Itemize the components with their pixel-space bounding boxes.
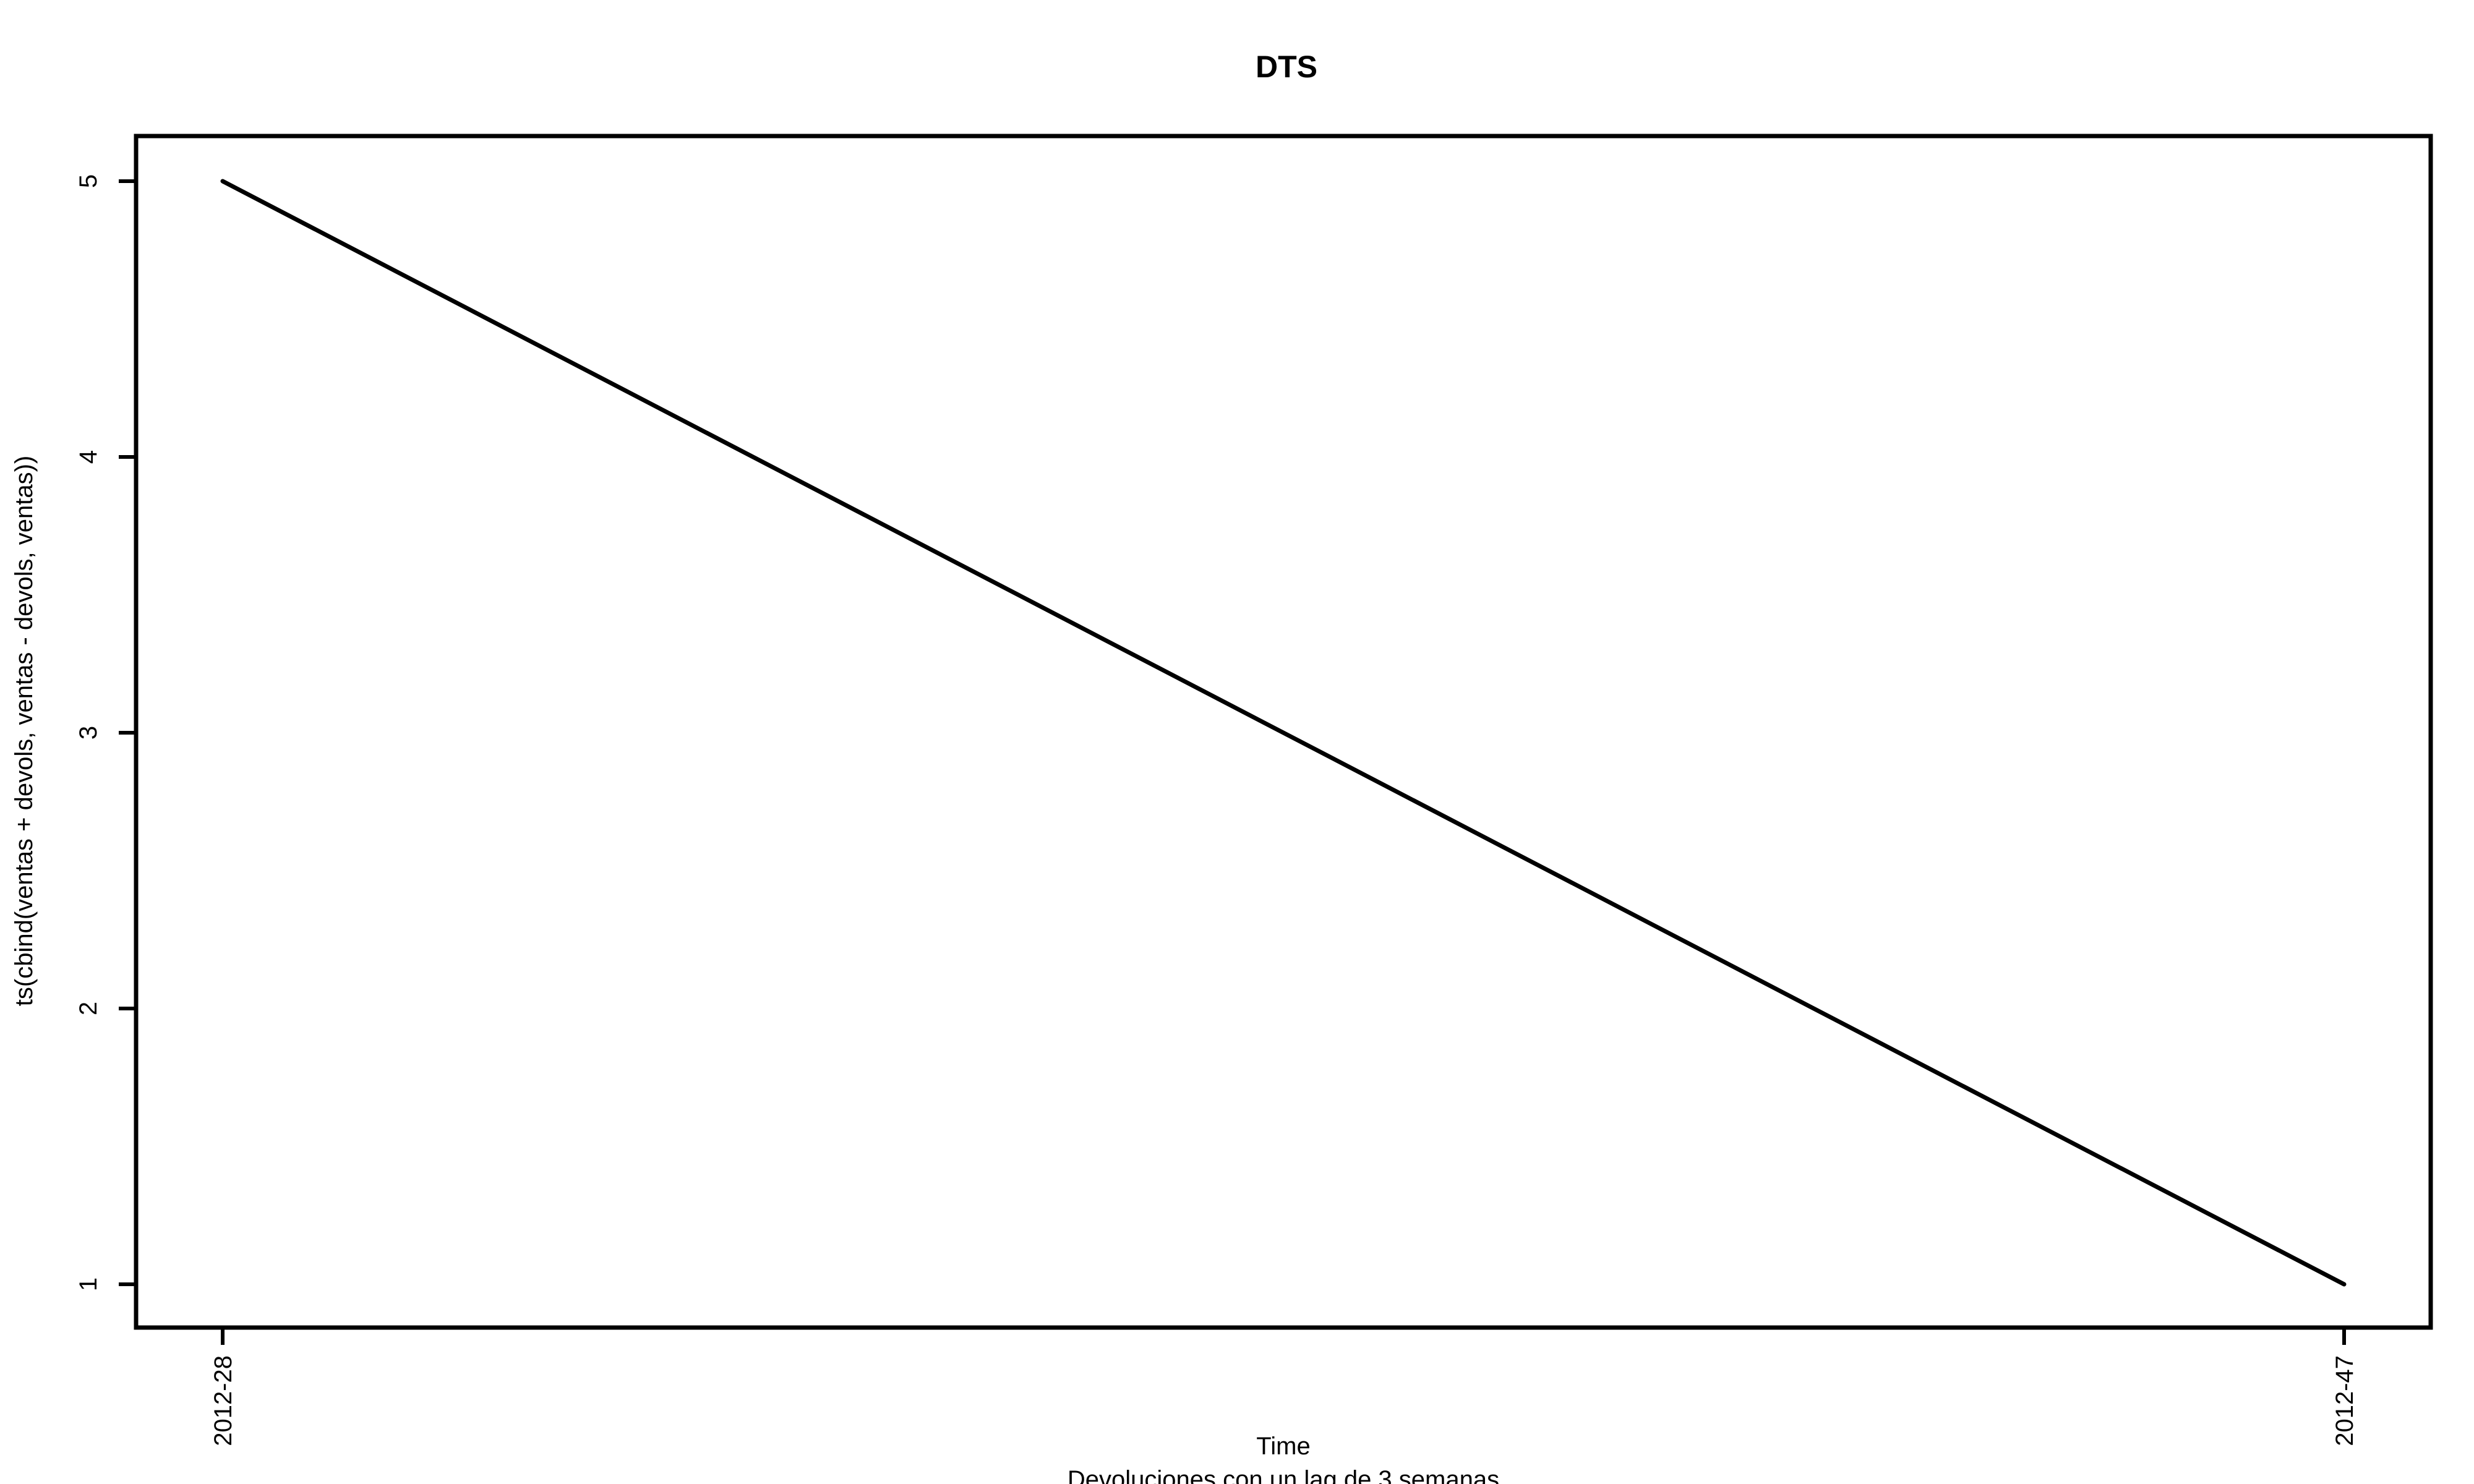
x-axis-label: Time [1256, 1433, 1310, 1460]
y-tick-label: 5 [75, 174, 102, 188]
y-tick-label: 3 [75, 726, 102, 740]
series-layer [220, 179, 2347, 1287]
chart-subtitle: Devoluciones con un lag de 3 semanas [1068, 1466, 1499, 1484]
y-tick-label: 2 [75, 1002, 102, 1015]
y-tick-label: 4 [75, 450, 102, 464]
x-axis: 2012-28 2012-47 [210, 1328, 2358, 1446]
y-axis-label: ts(cbind(ventas + devols, ventas - devol… [11, 456, 38, 1006]
x-tick-label: 2012-47 [2331, 1355, 2358, 1446]
x-tick-label: 2012-28 [210, 1355, 237, 1446]
y-tick-label: 1 [75, 1277, 102, 1291]
chart-title: DTS [1256, 49, 1317, 84]
series-line [220, 179, 2347, 1287]
y-axis: 1 2 3 4 5 [75, 174, 136, 1291]
